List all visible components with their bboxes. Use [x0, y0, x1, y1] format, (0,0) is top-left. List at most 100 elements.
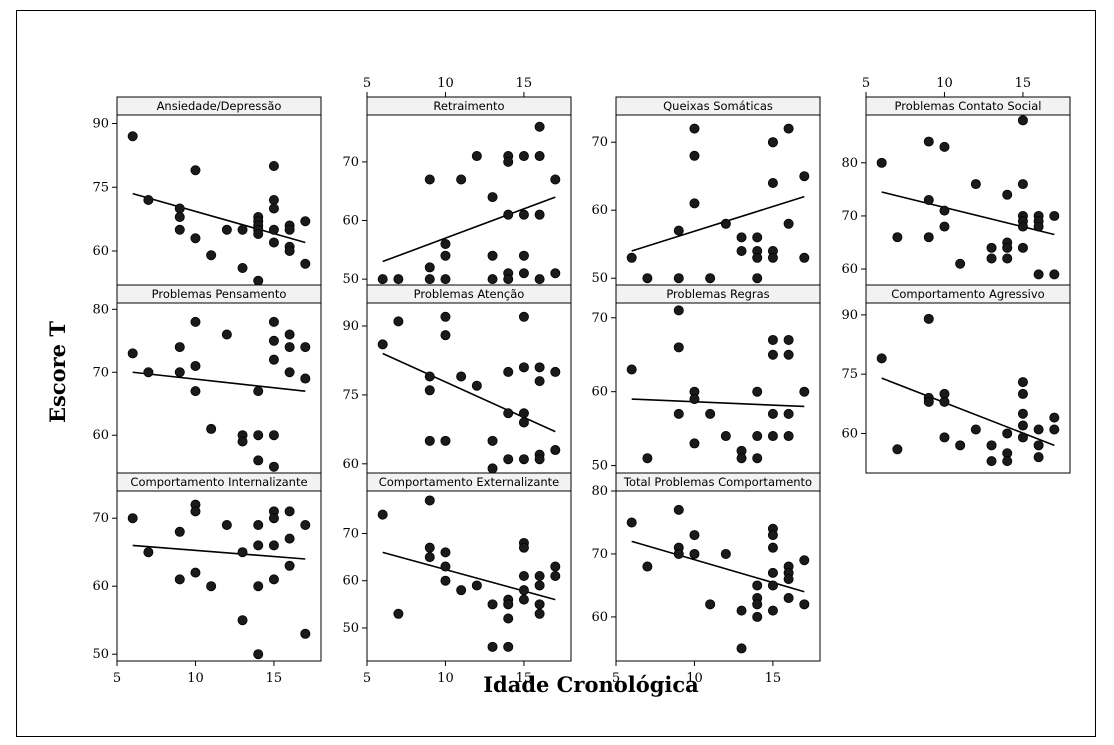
x-tick-label: 15	[765, 671, 782, 686]
panel-title: Problemas Atenção	[414, 287, 525, 301]
data-point	[393, 608, 404, 619]
data-point	[673, 305, 684, 316]
panel-plot-area	[366, 114, 572, 286]
data-point	[876, 157, 887, 168]
data-point	[268, 237, 279, 248]
data-point	[1017, 420, 1028, 431]
data-point	[253, 649, 264, 660]
data-point	[237, 262, 248, 273]
x-tick-label: 5	[363, 76, 371, 91]
data-point	[206, 250, 217, 261]
trend-line	[631, 195, 805, 252]
data-point	[471, 151, 482, 162]
panel-title: Retraimento	[433, 99, 504, 113]
data-point	[174, 367, 185, 378]
y-tick-label: 70	[591, 547, 608, 562]
panel: Queixas Somáticas 50 60 70	[591, 96, 821, 286]
data-point	[1002, 242, 1013, 253]
data-point	[1017, 221, 1028, 232]
data-point	[986, 440, 997, 451]
data-point	[424, 385, 435, 396]
data-point	[752, 580, 763, 591]
panel: Ansiedade/Depressão 60 75 90	[92, 96, 322, 286]
x-tick-label: 10	[187, 671, 204, 686]
data-point	[986, 253, 997, 264]
data-point	[550, 268, 561, 279]
data-point	[799, 171, 810, 182]
data-point	[268, 160, 279, 171]
data-point	[440, 330, 451, 341]
data-point	[1002, 189, 1013, 200]
y-tick-label: 60	[591, 385, 608, 400]
data-point	[892, 232, 903, 243]
data-point	[487, 435, 498, 446]
data-point	[673, 408, 684, 419]
data-point	[518, 362, 529, 373]
data-point	[424, 174, 435, 185]
data-point	[534, 580, 545, 591]
y-tick-label: 70	[591, 311, 608, 326]
panel: Problemas Pensamento 60 70 80	[92, 284, 322, 474]
data-point	[253, 275, 264, 286]
data-point	[424, 552, 435, 563]
data-point	[767, 137, 778, 148]
panel: Comportamento Externalizante 50 60 70 5 10 15	[342, 472, 572, 686]
data-point	[377, 274, 388, 285]
data-point	[503, 613, 514, 624]
data-point	[268, 430, 279, 441]
data-point	[534, 121, 545, 132]
x-tick-label: 15	[516, 671, 533, 686]
data-point	[1033, 221, 1044, 232]
y-tick-label: 50	[342, 621, 359, 636]
data-point	[752, 273, 763, 284]
data-point	[518, 408, 529, 419]
data-point	[534, 362, 545, 373]
panel-plot-area	[615, 302, 821, 474]
data-point	[284, 224, 295, 235]
data-point	[550, 571, 561, 582]
data-point	[440, 274, 451, 285]
data-point	[174, 342, 185, 353]
x-tick-label: 15	[516, 76, 533, 91]
data-point	[487, 599, 498, 610]
y-tick-label: 50	[591, 271, 608, 286]
y-tick-label: 60	[591, 610, 608, 625]
data-point	[783, 123, 794, 134]
y-tick-label: 60	[841, 262, 858, 277]
data-point	[253, 540, 264, 551]
x-tick-label: 5	[862, 76, 870, 91]
data-point	[237, 224, 248, 235]
y-tick-label: 60	[342, 574, 359, 589]
data-point	[752, 232, 763, 243]
data-point	[518, 311, 529, 322]
data-point	[268, 335, 279, 346]
data-point	[550, 561, 561, 572]
y-tick-label: 60	[92, 579, 109, 594]
data-point	[892, 444, 903, 455]
data-point	[300, 216, 311, 227]
data-point	[767, 408, 778, 419]
panel: Problemas Contato Social 60 70 80 5 10 15	[841, 76, 1071, 286]
data-point	[939, 221, 950, 232]
data-point	[284, 367, 295, 378]
panel-title: Problemas Pensamento	[152, 287, 287, 301]
panel-plot-area	[615, 114, 821, 286]
data-point	[783, 218, 794, 229]
data-point	[705, 408, 716, 419]
data-point	[534, 454, 545, 465]
panel-grid: Ansiedade/Depressão 60 75 90 Retraimento 50 60…	[92, 76, 1071, 686]
data-point	[518, 209, 529, 220]
data-point	[923, 232, 934, 243]
data-point	[174, 203, 185, 214]
data-point	[767, 334, 778, 345]
data-point	[518, 151, 529, 162]
data-point	[752, 386, 763, 397]
data-point	[939, 141, 950, 152]
y-tick-label: 50	[591, 459, 608, 474]
data-point	[221, 520, 232, 531]
data-point	[253, 228, 264, 239]
data-point	[1049, 269, 1060, 280]
data-point	[752, 431, 763, 442]
panel-title: Total Problemas Comportamento	[623, 475, 812, 489]
data-point	[143, 547, 154, 558]
